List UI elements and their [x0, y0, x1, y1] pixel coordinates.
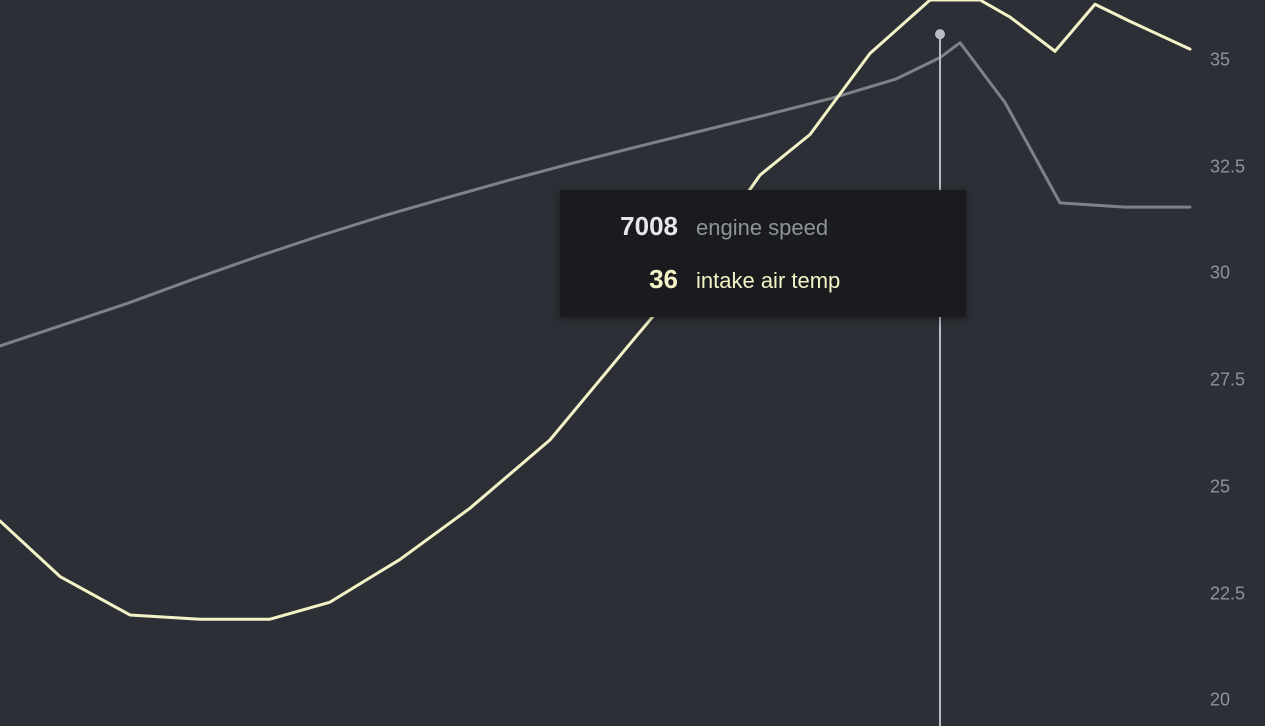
- y-tick-label: 30: [1210, 263, 1230, 284]
- tooltip-row: 36 intake air temp: [588, 265, 938, 294]
- y-tick-label: 32.5: [1210, 156, 1245, 177]
- y-tick-label: 25: [1210, 476, 1230, 497]
- y-tick-label: 35: [1210, 49, 1230, 70]
- tooltip-value: 36: [588, 265, 678, 294]
- hover-dot: [935, 29, 945, 39]
- tooltip-label: engine speed: [696, 216, 828, 240]
- hover-tooltip: 7008 engine speed 36 intake air temp: [560, 190, 966, 317]
- tooltip-label: intake air temp: [696, 269, 840, 293]
- y-tick-label: 27.5: [1210, 370, 1245, 391]
- tooltip-value: 7008: [588, 212, 678, 241]
- tooltip-row: 7008 engine speed: [588, 212, 938, 241]
- line-chart[interactable]: [0, 0, 1265, 726]
- y-tick-label: 20: [1210, 690, 1230, 711]
- y-tick-label: 22.5: [1210, 583, 1245, 604]
- chart-container: 20 22.5 25 27.5 30 32.5 35 7008 engine speed 36 i…: [0, 0, 1265, 726]
